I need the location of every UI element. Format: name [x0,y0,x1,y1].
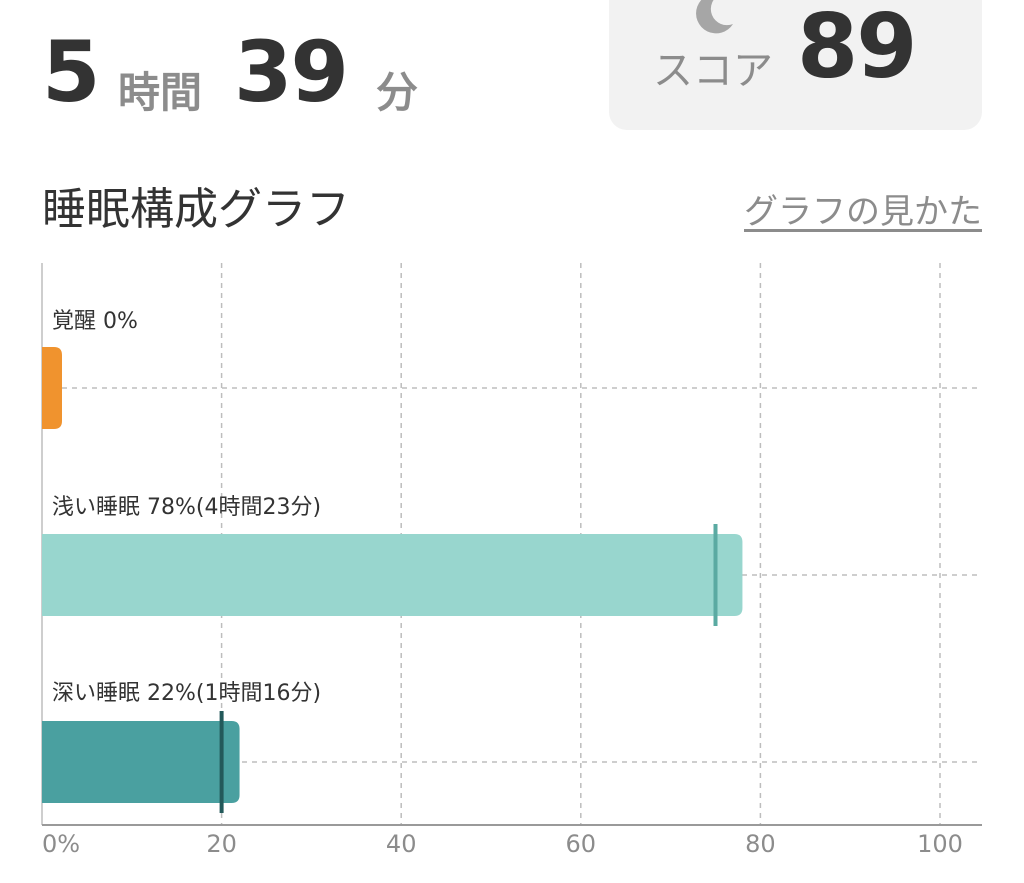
x-tick-label: 60 [566,830,597,858]
minutes-unit: 分 [376,68,419,117]
bar-label-deep: 深い睡眠 22%(1時間16分) [52,681,321,706]
x-tick-label: 0% [42,830,80,858]
score-value: 89 [797,0,917,98]
bar-deep [42,721,240,803]
bar-label-awake: 覚醒 0% [52,309,138,334]
bar-awake [42,347,62,429]
x-tick-label: 80 [745,830,776,858]
hours-unit: 時間 [118,68,203,117]
minutes-value: 39 [234,23,349,121]
score-label: スコア [653,48,773,94]
moon-icon [696,0,733,34]
bar-label-light: 浅い睡眠 78%(4時間23分) [52,495,321,520]
x-tick-label: 40 [386,830,417,858]
section-title: 睡眠構成グラフ [42,184,350,235]
score-card: スコア 89 [609,0,982,130]
x-tick-label: 20 [206,830,237,858]
chart-help-link[interactable]: グラフの見かた [744,192,982,232]
x-tick-label: 100 [917,830,963,858]
bar-light [42,534,743,616]
hours-value: 5 [42,23,100,121]
